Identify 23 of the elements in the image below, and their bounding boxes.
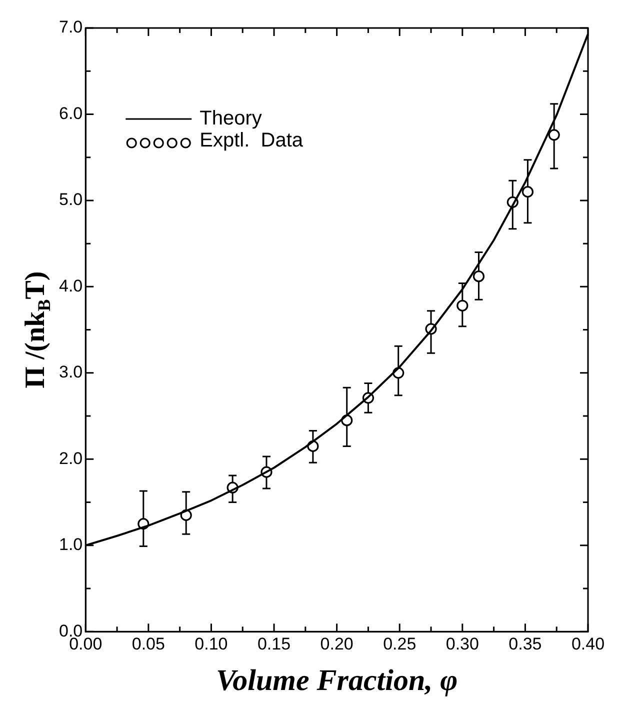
x-tick-label: 0.25 (383, 634, 416, 654)
x-tick-label: 0.20 (320, 634, 354, 654)
x-tick-label: 0.35 (508, 634, 542, 654)
y-tick-label: 7.0 (58, 18, 83, 37)
y-tick-label: 3.0 (58, 362, 83, 382)
point (522, 186, 534, 198)
x-tick-label: 0.10 (194, 634, 228, 654)
x-axis-title: Volume Fraction, φ (216, 664, 458, 697)
y-tick-label: 1.0 (58, 535, 83, 554)
y-tick-label: 2.0 (58, 448, 83, 468)
y-tick-label: 4.0 (58, 276, 83, 296)
x-tick-label: 0.15 (257, 634, 291, 654)
y-tick-label: 6.0 (58, 104, 83, 123)
y-tick-label: 5.0 (58, 190, 83, 210)
y-axis-title: Π /(nkBT) (20, 271, 54, 388)
x-tick-label: 0.30 (446, 634, 479, 654)
x-tick-label: 0.40 (571, 634, 605, 654)
legend-label: Exptl. Data (200, 130, 304, 152)
point (456, 300, 468, 312)
legend-label: Theory (200, 108, 262, 130)
x-tick-label: 0.05 (132, 634, 165, 654)
point (472, 270, 485, 282)
point (548, 129, 560, 141)
